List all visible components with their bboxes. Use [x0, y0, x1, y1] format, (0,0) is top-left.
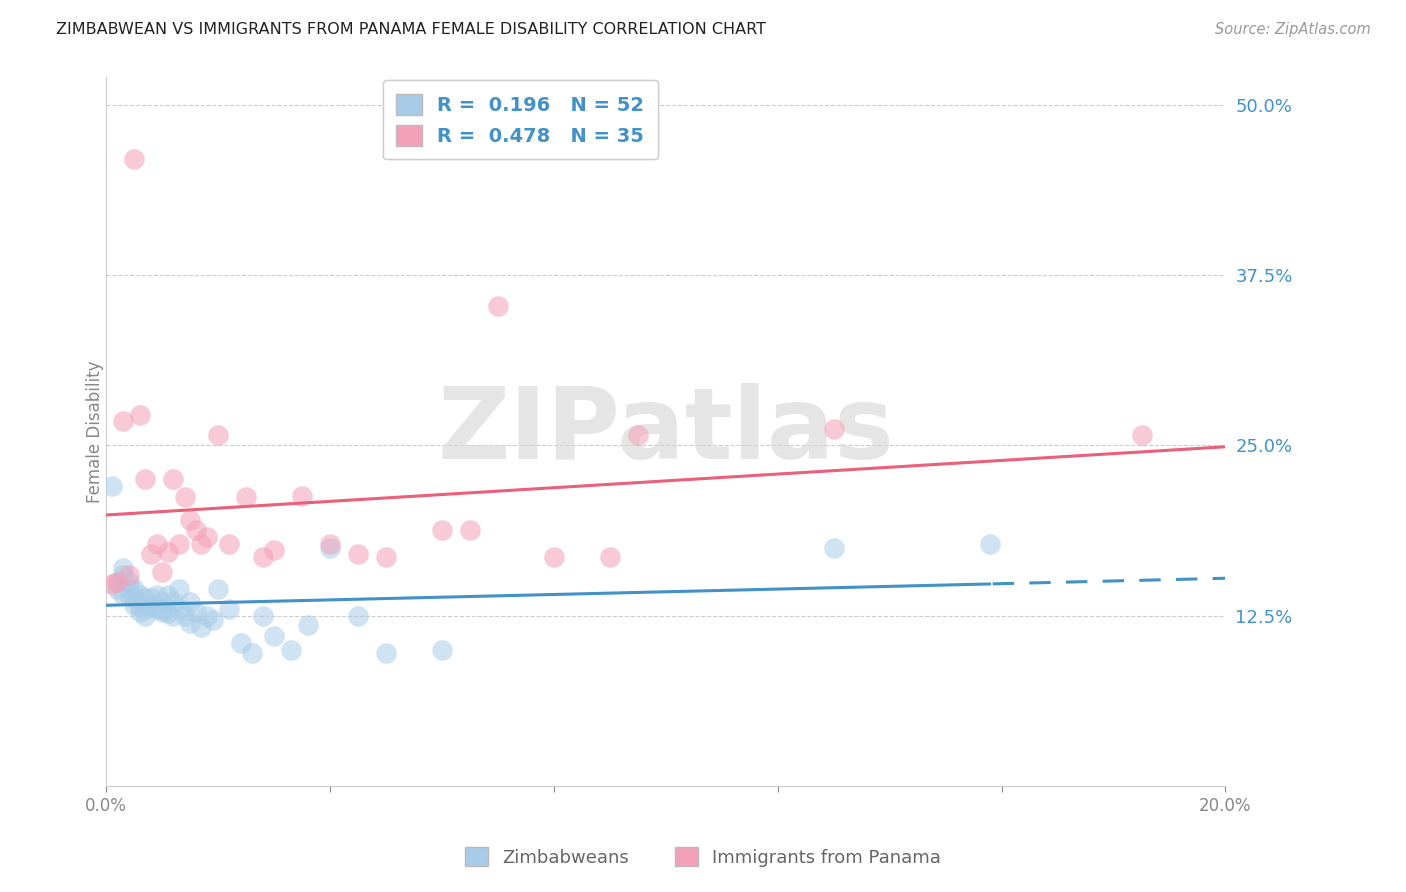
- Point: [128, 588, 150, 602]
- Point: [280, 643, 302, 657]
- Point: [201, 613, 224, 627]
- Point: [150, 595, 173, 609]
- Point: [162, 473, 184, 487]
- Point: [252, 550, 274, 565]
- Point: [190, 536, 212, 550]
- Point: [179, 513, 201, 527]
- Point: [128, 599, 150, 614]
- Legend: R =  0.196   N = 52, R =  0.478   N = 35: R = 0.196 N = 52, R = 0.478 N = 35: [382, 80, 658, 160]
- Legend: Zimbabweans, Immigrants from Panama: Zimbabweans, Immigrants from Panama: [457, 840, 949, 874]
- Point: [458, 523, 481, 537]
- Point: [162, 595, 184, 609]
- Point: [167, 582, 190, 596]
- Point: [291, 489, 314, 503]
- Point: [179, 595, 201, 609]
- Point: [263, 543, 285, 558]
- Point: [347, 608, 370, 623]
- Point: [173, 608, 195, 623]
- Point: [112, 414, 135, 428]
- Point: [162, 608, 184, 623]
- Point: [150, 565, 173, 579]
- Point: [122, 582, 145, 596]
- Point: [240, 646, 263, 660]
- Point: [979, 536, 1001, 550]
- Point: [823, 541, 845, 555]
- Point: [145, 588, 167, 602]
- Point: [156, 606, 179, 620]
- Point: [117, 582, 139, 596]
- Point: [218, 536, 240, 550]
- Point: [134, 608, 156, 623]
- Text: Source: ZipAtlas.com: Source: ZipAtlas.com: [1215, 22, 1371, 37]
- Point: [599, 550, 621, 565]
- Y-axis label: Female Disability: Female Disability: [86, 360, 104, 503]
- Point: [107, 574, 129, 589]
- Point: [128, 409, 150, 423]
- Point: [150, 602, 173, 616]
- Point: [112, 588, 135, 602]
- Point: [207, 427, 229, 442]
- Point: [179, 615, 201, 630]
- Point: [229, 636, 252, 650]
- Point: [134, 602, 156, 616]
- Point: [156, 545, 179, 559]
- Point: [347, 548, 370, 562]
- Text: ZIMBABWEAN VS IMMIGRANTS FROM PANAMA FEMALE DISABILITY CORRELATION CHART: ZIMBABWEAN VS IMMIGRANTS FROM PANAMA FEM…: [56, 22, 766, 37]
- Point: [112, 561, 135, 575]
- Point: [107, 582, 129, 596]
- Point: [134, 591, 156, 605]
- Point: [1130, 427, 1153, 442]
- Point: [823, 422, 845, 436]
- Point: [218, 602, 240, 616]
- Point: [375, 646, 398, 660]
- Point: [122, 598, 145, 612]
- Point: [430, 643, 453, 657]
- Point: [486, 300, 509, 314]
- Point: [139, 591, 162, 605]
- Point: [112, 568, 135, 582]
- Point: [122, 152, 145, 166]
- Point: [195, 530, 218, 544]
- Point: [627, 427, 650, 442]
- Point: [145, 536, 167, 550]
- Point: [107, 574, 129, 589]
- Point: [167, 602, 190, 616]
- Point: [207, 582, 229, 596]
- Point: [117, 588, 139, 602]
- Point: [190, 620, 212, 634]
- Point: [101, 479, 124, 493]
- Point: [184, 523, 207, 537]
- Point: [150, 605, 173, 619]
- Point: [134, 473, 156, 487]
- Point: [139, 548, 162, 562]
- Point: [235, 490, 257, 504]
- Point: [156, 588, 179, 602]
- Point: [430, 523, 453, 537]
- Point: [139, 599, 162, 614]
- Point: [252, 608, 274, 623]
- Point: [184, 605, 207, 619]
- Point: [543, 550, 565, 565]
- Point: [117, 574, 139, 589]
- Point: [128, 605, 150, 619]
- Point: [117, 568, 139, 582]
- Point: [319, 541, 342, 555]
- Point: [195, 608, 218, 623]
- Point: [101, 577, 124, 591]
- Point: [173, 490, 195, 504]
- Point: [375, 550, 398, 565]
- Point: [319, 536, 342, 550]
- Point: [297, 618, 319, 632]
- Point: [167, 536, 190, 550]
- Point: [263, 629, 285, 643]
- Point: [145, 602, 167, 616]
- Text: ZIPatlas: ZIPatlas: [437, 384, 894, 480]
- Point: [122, 591, 145, 605]
